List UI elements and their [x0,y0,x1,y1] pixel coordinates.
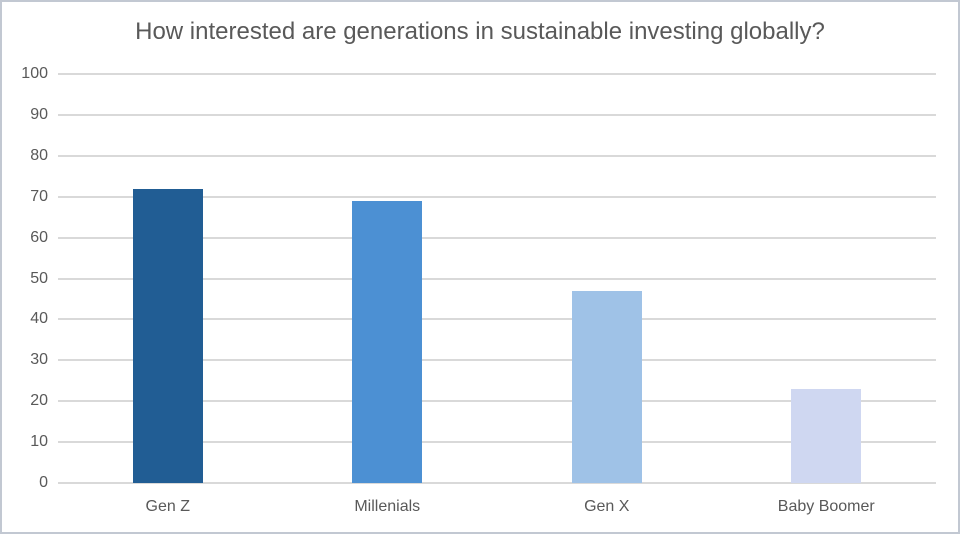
gridline [58,236,936,239]
y-tick-label: 0 [39,474,48,491]
gridline [58,359,936,362]
x-axis: Gen Z Millenials Gen X Baby Boomer [58,496,936,518]
y-tick-label: 100 [21,65,48,82]
x-category-label-millenials: Millenials [354,498,421,515]
bar-millenials [352,200,423,483]
bar-gen-z [132,188,203,483]
y-axis: 0 10 20 30 40 50 60 70 80 90 100 [2,65,48,491]
x-category-label-gen-x: Gen X [584,498,630,515]
plot-area [58,73,936,484]
gridline [58,154,936,157]
y-tick-label: 80 [30,146,48,164]
y-tick-label: 90 [30,105,48,123]
bar-gen-x [571,290,642,483]
chart-title: How interested are generations in sustai… [135,18,825,45]
y-tick-label: 30 [30,351,48,369]
y-tick-label: 40 [30,310,48,328]
bar-baby-boomer [791,388,862,483]
y-tick-label: 60 [30,228,48,246]
y-tick-label: 70 [30,187,48,205]
gridline [58,318,936,321]
gridline [58,277,936,280]
gridline [58,400,936,403]
gridline [58,441,936,444]
y-tick-label: 20 [30,392,48,410]
gridline [58,73,936,75]
y-tick-label: 50 [30,269,48,287]
y-tick-label: 10 [30,433,48,451]
gridline [58,113,936,116]
x-category-label-baby-boomer: Baby Boomer [777,498,875,515]
x-category-label-gen-z: Gen Z [145,498,190,515]
gridline [58,482,936,484]
gridline [58,195,936,198]
